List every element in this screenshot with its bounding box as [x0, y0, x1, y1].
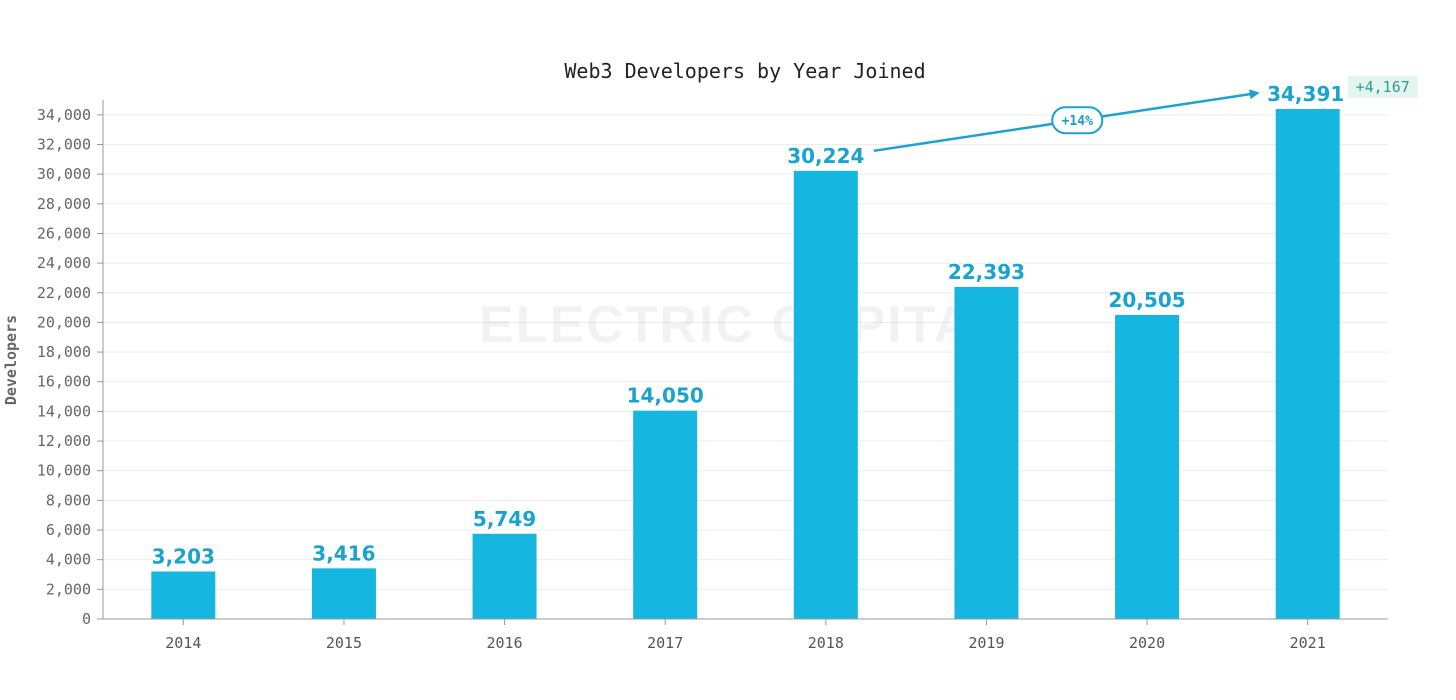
y-tick-label: 16,000 [37, 373, 91, 391]
bar-2019 [954, 286, 1019, 619]
y-tick-label: 24,000 [37, 254, 91, 272]
x-tick-label-2019: 2019 [968, 634, 1004, 652]
data-label-2020: 20,505 [1108, 288, 1185, 312]
chart-title: Web3 Developers by Year Joined [564, 59, 925, 83]
bar-2020 [1115, 314, 1180, 619]
x-tick-label-2015: 2015 [326, 634, 362, 652]
x-tick-label-2017: 2017 [647, 634, 683, 652]
x-tick-label-2020: 2020 [1129, 634, 1165, 652]
bar-2015 [311, 568, 376, 619]
y-tick-label: 30,000 [37, 165, 91, 183]
y-tick-label: 4,000 [46, 551, 91, 569]
y-tick-label: 32,000 [37, 135, 91, 153]
gridlines [103, 114, 1388, 590]
data-label-2018: 30,224 [787, 144, 864, 168]
x-tick-label-2021: 2021 [1290, 634, 1326, 652]
data-label-2019: 22,393 [948, 260, 1025, 284]
data-label-2021: 34,391 [1267, 82, 1344, 106]
x-tick-label-2014: 2014 [165, 634, 201, 652]
y-tick-label: 14,000 [37, 402, 91, 420]
data-label-2016: 5,749 [473, 507, 536, 531]
y-axis: 0 2,000 4,000 6,000 8,000 10,000 12,000 14,000 1… [37, 100, 104, 628]
y-tick-label: 22,000 [37, 284, 91, 302]
bar-2017 [633, 410, 698, 619]
y-tick-label: 10,000 [37, 462, 91, 480]
x-tick-label-2016: 2016 [487, 634, 523, 652]
y-tick-label: 2,000 [46, 580, 91, 598]
bar-2021 [1275, 109, 1340, 619]
y-tick-label: 8,000 [46, 491, 91, 509]
y-tick-label: 20,000 [37, 313, 91, 331]
x-tick-label-2018: 2018 [808, 634, 844, 652]
y-tick-label: 18,000 [37, 343, 91, 361]
data-labels: 3,203 3,416 5,749 14,050 30,224 22,393 20,505 3… [152, 82, 1345, 568]
increase-badge-label: +4,167 [1356, 78, 1410, 96]
y-axis-label: Developers [2, 315, 20, 405]
watermark-logo: ELECTRIC CAPITAL [479, 296, 1007, 354]
y-tick-label: 12,000 [37, 432, 91, 450]
increase-badge [1347, 76, 1418, 99]
x-axis: 2014 2015 2016 2017 2018 2019 2020 2021 [103, 618, 1388, 652]
y-tick-label: 28,000 [37, 195, 91, 213]
y-tick-label: 34,000 [37, 106, 91, 124]
bar-2016 [472, 533, 537, 619]
data-label-2015: 3,416 [312, 541, 375, 565]
bar-2014 [151, 571, 216, 619]
bar-2018 [793, 170, 858, 619]
growth-pill [1051, 106, 1104, 135]
growth-annotation: +14% +4,167 [873, 76, 1418, 153]
y-tick-label: 26,000 [37, 224, 91, 242]
data-label-2017: 14,050 [627, 384, 704, 408]
data-label-2014: 3,203 [152, 545, 215, 569]
y-tick-label: 0 [82, 610, 91, 628]
y-tick-label: 6,000 [46, 521, 91, 539]
bars [151, 109, 1340, 619]
growth-pill-label: +14% [1062, 114, 1093, 129]
